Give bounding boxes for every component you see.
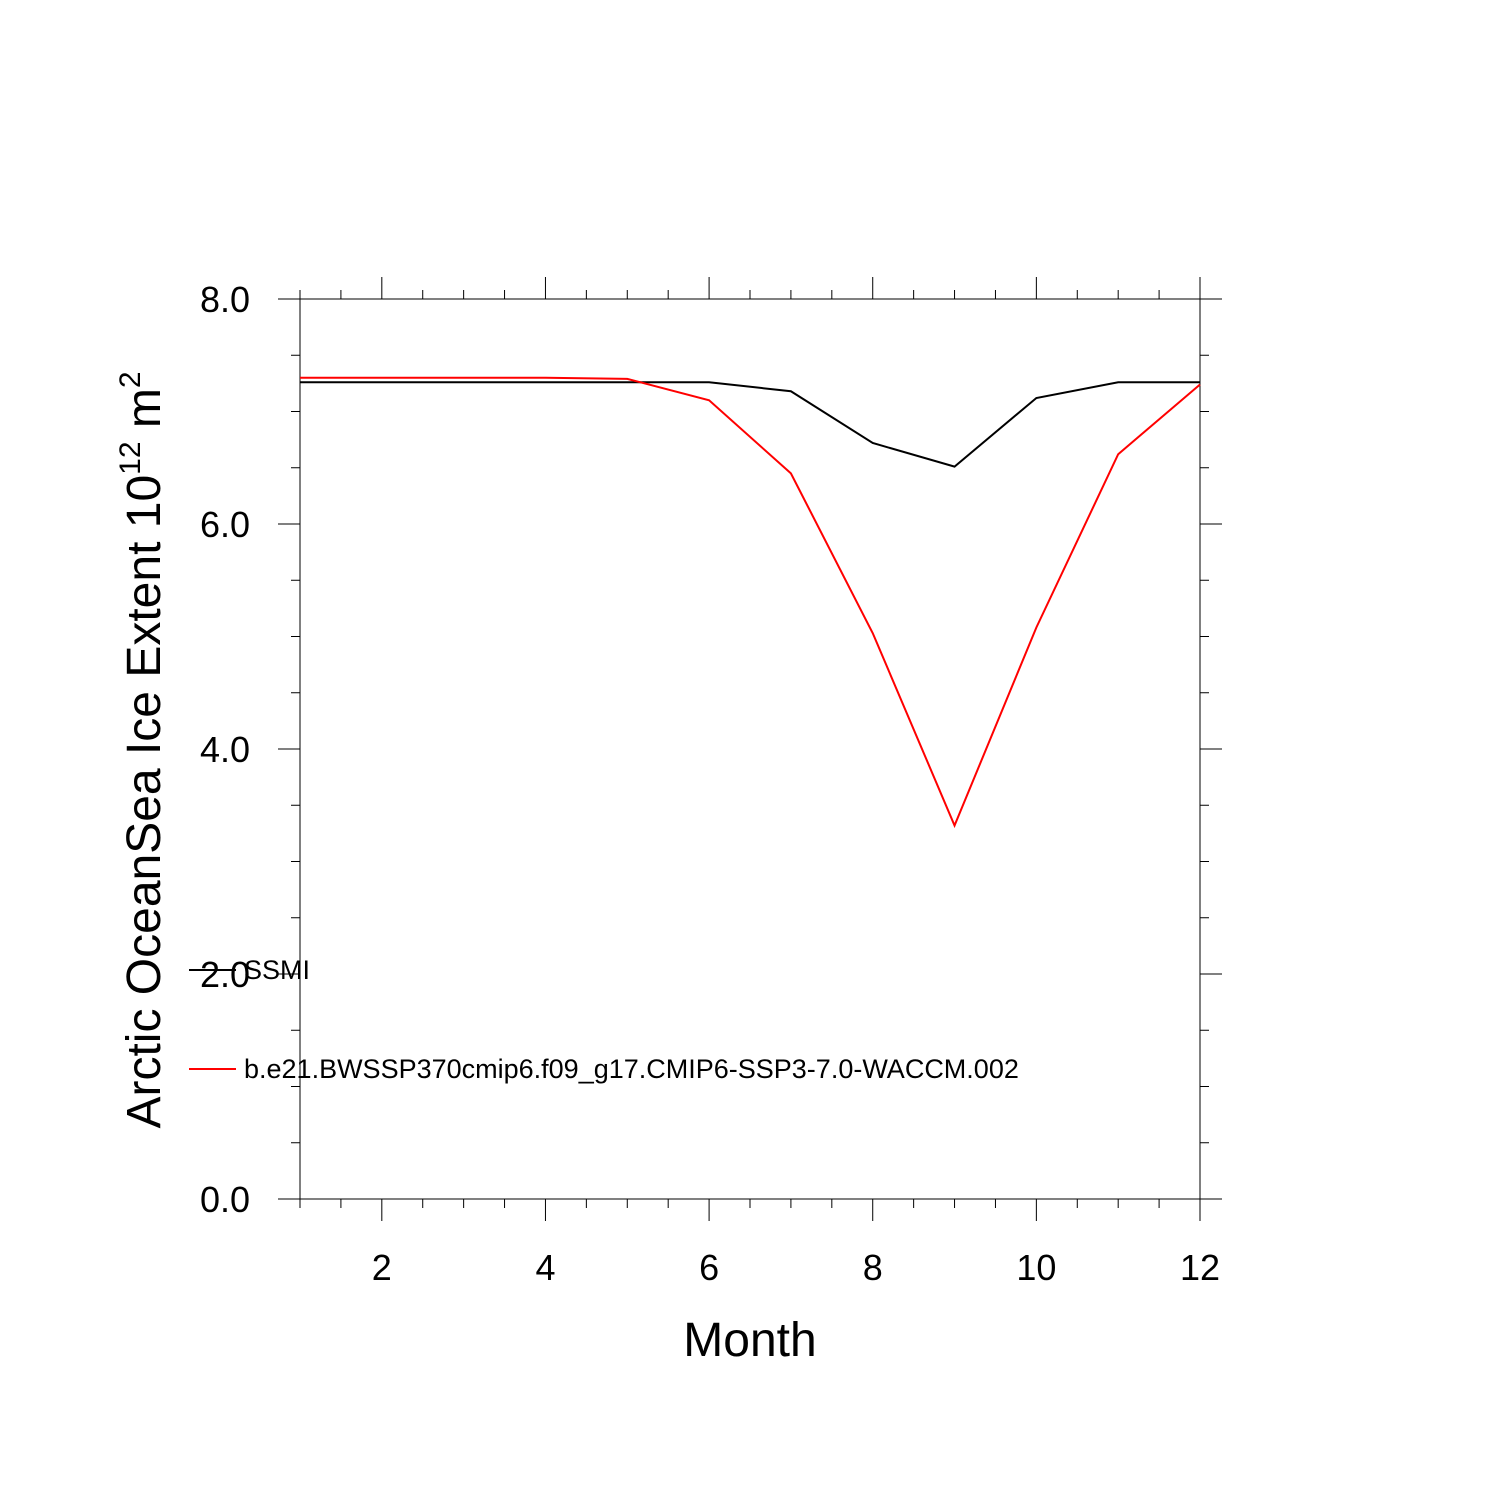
y-tick-label: 6.0 (200, 504, 250, 545)
y-axis-title-unit-exponent: 2 (114, 371, 147, 388)
y-axis-title-exponent: 12 (114, 441, 147, 474)
y-axis-title: Arctic OceanSea Ice Extent 1012 m2 (114, 371, 171, 1128)
series-lines (300, 376, 1201, 829)
x-tick-label: 8 (863, 1247, 883, 1288)
x-tick-label: 4 (535, 1247, 555, 1288)
x-tick-label: 2 (372, 1247, 392, 1288)
y-tick-label: 2.0 (200, 954, 250, 995)
x-tick-label: 10 (1016, 1247, 1056, 1288)
x-tick-label: 12 (1180, 1247, 1220, 1288)
y-axis-title-unit: m (118, 388, 171, 428)
x-tick-label: 6 (699, 1247, 719, 1288)
y-tick-labels: 0.0 2.0 4.0 6.0 8.0 (200, 279, 250, 1220)
legend: SSMI b.e21.BWSSP370cmip6.f09_g17.CMIP6-SS… (189, 955, 1019, 1084)
x-tick-labels: 2 4 6 8 10 12 (372, 1247, 1220, 1288)
legend-label: b.e21.BWSSP370cmip6.f09_g17.CMIP6-SSP3-7… (244, 1054, 1019, 1084)
x-axis-title: Month (683, 1314, 816, 1367)
y-axis-title-text: Arctic OceanSea Ice Extent 10 (118, 475, 171, 1129)
series-line-2 (300, 376, 1201, 829)
y-tick-label: 8.0 (200, 279, 250, 320)
series-line-1 (300, 381, 1200, 468)
legend-label: SSMI (244, 955, 310, 985)
y-tick-label: 4.0 (200, 729, 250, 770)
y-tick-label: 0.0 (200, 1179, 250, 1220)
axis-ticks (278, 277, 1222, 1221)
